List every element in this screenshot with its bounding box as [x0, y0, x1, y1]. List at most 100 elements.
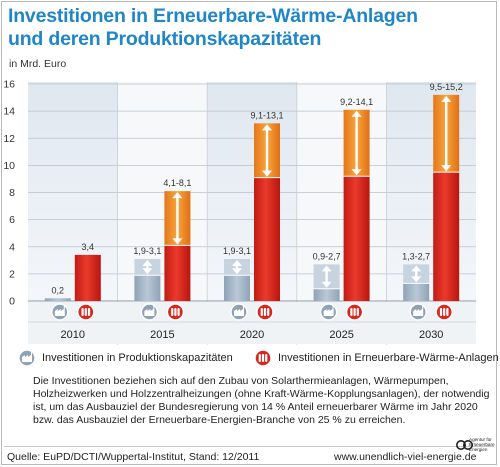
plot-band-2010 — [28, 82, 118, 301]
y-tick-label-12: 12 — [3, 133, 15, 145]
heating-icon-2030 — [435, 303, 453, 321]
y-tick-label-10: 10 — [3, 160, 15, 172]
heating-icon-2010 — [77, 303, 95, 321]
heating-icon-2020 — [256, 303, 274, 321]
data-label-plants-2030: 9,5-15,2 — [430, 82, 463, 92]
data-label-plants-2015: 4,1-8,1 — [163, 178, 191, 188]
bar-plants-low-2025 — [343, 176, 370, 301]
chart-title-line2: und deren Produktionskapazitäten — [8, 28, 322, 50]
arrow-plants-2030-head-bottom — [441, 165, 452, 172]
y-tick-label-0: 0 — [9, 296, 15, 308]
arrow-plants-2025 — [351, 110, 362, 176]
arrow-production-2025-head-bottom — [321, 281, 332, 288]
heating-icon-2025-fin-1 — [350, 308, 353, 316]
legend-item-plants: Investitionen in Erneuerbare-Wärme-Anlag… — [254, 349, 499, 367]
arrow-plants-2020-head-top — [262, 124, 272, 131]
bar-production-low-2030 — [403, 283, 430, 301]
arrow-plants-2025-head-top — [351, 110, 362, 117]
arrow-plants-2015-head-top — [172, 192, 183, 199]
heating-icon-2020-fin-1 — [260, 308, 263, 316]
plot-band-2015 — [117, 82, 208, 301]
arrow-plants-2030 — [441, 95, 452, 172]
chart-title: Investitionen in Erneuerbare-Wärme-Anlag… — [8, 5, 488, 51]
x-tick-label-2010: 2010 — [61, 329, 85, 341]
factory-icon-2010 — [51, 303, 69, 321]
factory-icon-2030 — [409, 303, 427, 321]
y-tick-label-16: 16 — [3, 79, 15, 91]
x-axis-strip — [28, 302, 476, 344]
data-label-production-2025: 0,9-2,7 — [313, 251, 341, 261]
source-note: Quelle: EuPD/DCTI/Wuppertal-Institut, St… — [7, 451, 260, 463]
arrow-production-2015 — [142, 259, 153, 275]
heating-icon-2015 — [166, 303, 185, 321]
y-tick-label-8: 8 — [9, 187, 15, 199]
arrow-production-2020-head-bottom — [232, 268, 242, 275]
arrow-production-2030 — [411, 265, 422, 283]
bar-plants-2010 — [74, 254, 101, 301]
arrow-plants-2025-head-bottom — [351, 169, 362, 176]
data-label-production-2020: 1,9-3,1 — [223, 246, 251, 256]
legend-label-plants: Investitionen in Erneuerbare-Wärme-Anlag… — [278, 352, 499, 364]
heating-icon-2030-fin-3 — [446, 308, 449, 316]
factory-icon-2020-glyph — [234, 306, 244, 316]
data-label-plants-2010: 3,4 — [82, 242, 95, 252]
factory-icon-2015-glyph — [144, 306, 155, 316]
legend-heating-icon — [254, 349, 272, 367]
factory-icon-2020 — [230, 303, 248, 321]
agency-logo-text: Agentur für Erneuerbare Energien — [469, 437, 495, 453]
bar-production-2010 — [44, 298, 71, 301]
y-tick-label-2: 2 — [9, 268, 15, 280]
data-label-plants-2020: 9,1-13,1 — [250, 110, 283, 120]
legend-factory-icon-glyph — [22, 352, 32, 362]
heating-icon-2010-fin-2 — [84, 308, 87, 316]
data-label-production-2015: 1,9-3,1 — [133, 246, 161, 256]
bar-production-low-2025 — [313, 288, 340, 301]
bar-plants-low-2030 — [433, 172, 460, 301]
x-tick-label-2030: 2030 — [419, 329, 443, 341]
bar-plants-low-2015 — [164, 245, 191, 301]
bar-chart: 0 2 4 6 8 10 12 14 16 0,2 3,4 2010 1,9-3,1 4,1-8,1 201… — [3, 79, 476, 345]
heating-icon-2030-fin-2 — [443, 308, 446, 316]
agency-logo-icon — [456, 440, 473, 450]
factory-icon — [18, 349, 36, 367]
heating-icon-2025-fin-3 — [356, 308, 359, 316]
arrow-production-2020-head-top — [232, 259, 242, 266]
y-tick-label-14: 14 — [3, 106, 15, 118]
legend: Investitionen in Produktionskapazitäten … — [18, 349, 499, 367]
legend-item-production: Investitionen in Produktionskapazitäten — [18, 349, 233, 367]
data-label-production-2030: 1,3-2,7 — [402, 251, 430, 261]
plot-band-2020 — [207, 82, 297, 301]
heating-icon-2010-fin-3 — [87, 308, 91, 316]
arrow-plants-2015-head-bottom — [172, 238, 183, 245]
factory-icon-2025-glyph — [323, 306, 334, 316]
footer-divider — [4, 446, 494, 447]
y-tick-label-4: 4 — [9, 241, 15, 253]
arrow-plants-2015 — [172, 192, 183, 245]
heating-icon-2025-fin-2 — [353, 308, 356, 316]
heating-icon-2020-fin-3 — [267, 308, 270, 316]
heating-icon-2010-fin-1 — [81, 308, 84, 316]
heating-icon-2025 — [345, 303, 364, 321]
x-tick-label-2015: 2015 — [150, 329, 174, 341]
plot-band-2030 — [386, 82, 476, 301]
x-tick-label-2020: 2020 — [240, 329, 264, 341]
x-tick-label-2025: 2025 — [329, 329, 353, 341]
bar-plants-low-2020 — [254, 177, 280, 301]
legend-label-production: Investitionen in Produktionskapazitäten — [42, 352, 233, 364]
factory-icon-2015 — [140, 303, 159, 321]
arrow-plants-2020 — [262, 124, 272, 177]
factory-icon-2010-glyph — [54, 306, 65, 316]
arrow-production-2030-head-bottom — [411, 276, 422, 283]
heating-icon-2030-fin-1 — [439, 308, 443, 316]
arrow-plants-2030-head-top — [441, 95, 452, 102]
website-link[interactable]: www.unendlich-viel-energie.de — [334, 451, 477, 463]
arrow-production-2015-head-bottom — [142, 268, 153, 275]
legend-heating-icon-fin-3 — [265, 354, 268, 362]
heating-icon-2015-fin-1 — [171, 308, 174, 316]
legend-heating-icon-fin-1 — [258, 354, 261, 362]
arrow-plants-2020-head-bottom — [262, 170, 272, 177]
bar-production-low-2015 — [134, 275, 161, 301]
arrow-production-2030-head-top — [411, 265, 422, 272]
arrow-production-2020 — [232, 259, 242, 275]
bar-production-low-2020 — [224, 275, 250, 301]
